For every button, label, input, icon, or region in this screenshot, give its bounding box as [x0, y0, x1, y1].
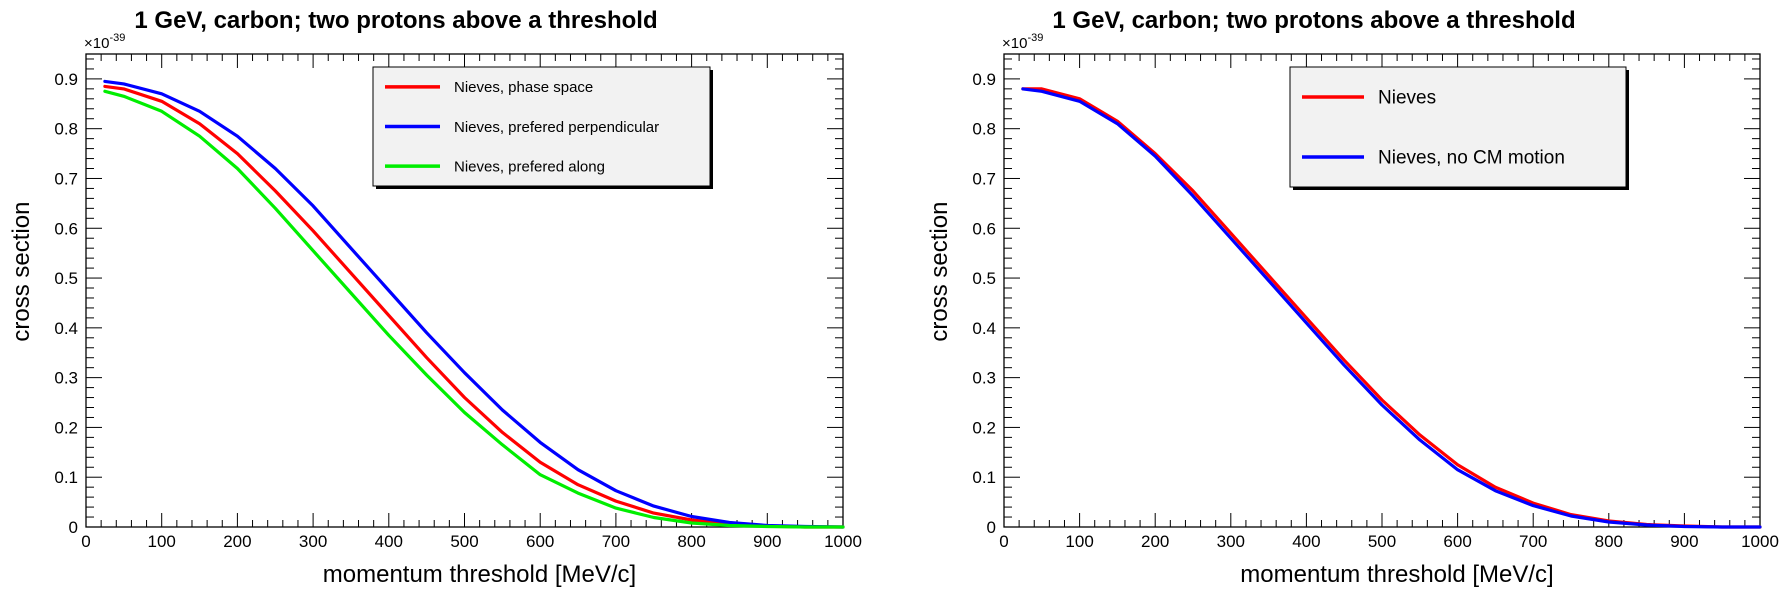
y-tick-label: 0.3 [54, 369, 78, 388]
x-tick-label: 500 [1368, 532, 1396, 551]
y-tick-label: 0.6 [972, 219, 996, 238]
legend-entry-label: Nieves, no CM motion [1378, 148, 1565, 169]
legend-entry-label: Nieves [1378, 88, 1436, 109]
y-tick-label: 0.2 [54, 418, 78, 437]
y-multiplier: ×10 [1002, 35, 1027, 52]
x-tick-label: 0 [81, 532, 90, 551]
y-axis-label: cross section [8, 202, 35, 342]
y-tick-label: 0.4 [972, 319, 996, 338]
x-tick-label: 200 [1141, 532, 1169, 551]
series-line-1 [103, 84, 845, 529]
y-tick-label: 0.3 [972, 369, 996, 388]
y-tick-label: 0.1 [54, 468, 78, 487]
y-tick-label: 0.1 [972, 468, 996, 487]
y-tick-label: 0.8 [54, 120, 78, 139]
x-tick-label: 100 [1065, 532, 1093, 551]
x-tick-label: 900 [1670, 532, 1698, 551]
y-exponent: -39 [109, 32, 125, 44]
x-tick-label: 700 [1519, 532, 1547, 551]
y-tick-label: 0 [69, 518, 78, 537]
x-tick-label: 300 [299, 532, 327, 551]
y-tick-label: 0.9 [972, 70, 996, 89]
y-tick-label: 0.5 [972, 269, 996, 288]
chart-title: 1 GeV, carbon; two protons above a thres… [134, 7, 657, 34]
y-tick-label: 0.7 [54, 169, 78, 188]
x-tick-label: 400 [1292, 532, 1320, 551]
y-exponent-label: ×10-39 [84, 32, 125, 52]
x-tick-label: 200 [223, 532, 251, 551]
y-tick-label: 0.8 [972, 120, 996, 139]
chart-2: 1 GeV, carbon; two protons above a thres… [926, 7, 1779, 588]
y-tick-label: 0 [987, 518, 996, 537]
x-tick-label: 700 [602, 532, 630, 551]
legend: Nieves, phase space Nieves, prefered perp… [372, 66, 713, 189]
x-tick-label: 0 [999, 532, 1008, 551]
x-tick-label: 600 [526, 532, 554, 551]
series-line-2 [1021, 87, 1762, 529]
x-tick-label: 800 [1595, 532, 1623, 551]
x-tick-label: 300 [1217, 532, 1245, 551]
legend-entry-label: Nieves, prefered perpendicular [454, 119, 659, 136]
y-tick-label: 0.5 [54, 269, 78, 288]
y-exponent: -39 [1027, 32, 1043, 44]
x-tick-label: 800 [677, 532, 705, 551]
x-tick-label: 900 [753, 532, 781, 551]
legend-entry-label: Nieves, phase space [454, 79, 593, 96]
legend: Nieves Nieves, no CM motion [1289, 66, 1629, 190]
x-tick-label: 500 [450, 532, 478, 551]
series-line-2 [103, 79, 845, 529]
legend-box [1289, 66, 1627, 188]
x-tick-label: 600 [1443, 532, 1471, 551]
legend-entry-label: Nieves, prefered along [454, 158, 605, 175]
y-tick-label: 0.2 [972, 418, 996, 437]
y-axis-label: cross section [926, 202, 953, 342]
x-axis-label: momentum threshold [MeV/c] [323, 561, 636, 588]
x-tick-label: 1000 [1741, 532, 1779, 551]
y-multiplier: ×10 [84, 35, 109, 52]
y-tick-label: 0.6 [54, 219, 78, 238]
x-tick-label: 100 [148, 532, 176, 551]
y-tick-label: 0.9 [54, 70, 78, 89]
y-tick-label: 0.4 [54, 319, 78, 338]
x-axis-label: momentum threshold [MeV/c] [1240, 561, 1553, 588]
chart-title: 1 GeV, carbon; two protons above a thres… [1052, 7, 1575, 34]
chart-1: 1 GeV, carbon; two protons above a thres… [8, 7, 862, 588]
x-tick-label: 1000 [824, 532, 862, 551]
y-tick-label: 0.7 [972, 169, 996, 188]
series-line-3 [103, 89, 845, 529]
x-tick-label: 400 [375, 532, 403, 551]
y-exponent-label: ×10-39 [1002, 32, 1043, 52]
